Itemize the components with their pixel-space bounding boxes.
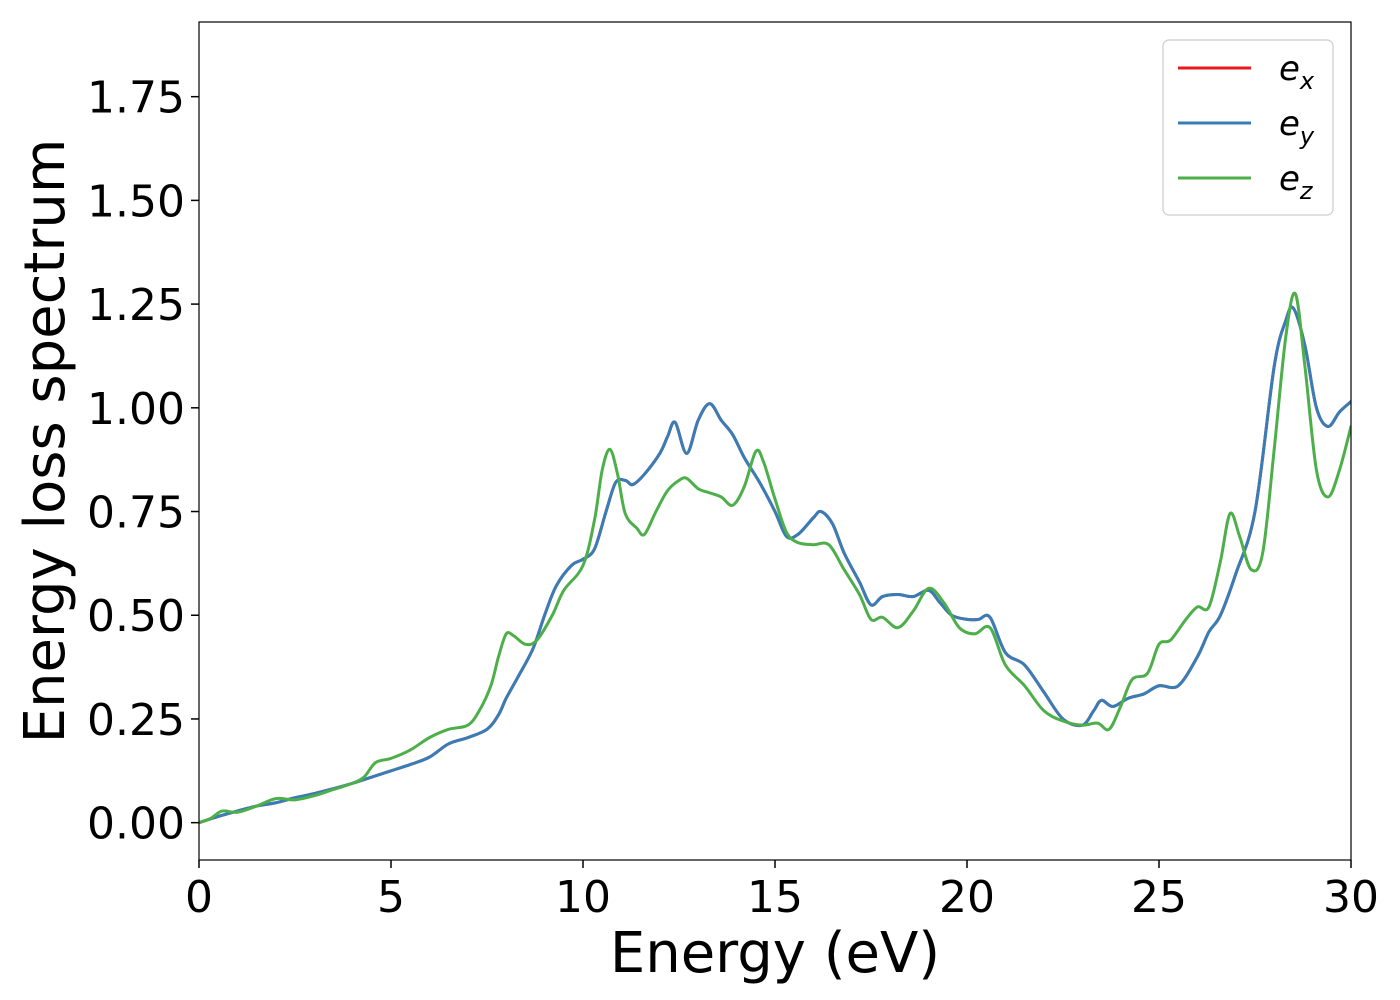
legend-box [1162, 39, 1334, 216]
legend-label-subscript: z [1299, 177, 1314, 205]
series-line-e-z [199, 291, 1351, 825]
x-tick-label: 5 [377, 872, 405, 923]
series-layer [199, 291, 1351, 825]
x-tick-label: 15 [747, 872, 803, 923]
legend-label-e-y: ey [1279, 104, 1315, 150]
y-tick-label: 1.75 [87, 73, 185, 124]
legend-label-base: e [1279, 49, 1300, 89]
x-tick-label: 25 [1131, 872, 1187, 923]
legend-label-e-z: ez [1279, 159, 1314, 205]
legend-label-e-x: ex [1279, 49, 1315, 95]
y-tick-label: 0.00 [87, 799, 185, 850]
x-axis-label: Energy (eV) [610, 921, 940, 986]
legend-label-base: e [1279, 104, 1300, 144]
legend-label-subscript: x [1299, 67, 1315, 95]
y-tick-label: 1.50 [87, 176, 185, 227]
y-tick-label: 0.25 [87, 695, 185, 746]
x-tick-label: 30 [1323, 872, 1379, 923]
y-tick-label: 1.00 [87, 384, 185, 435]
y-tick-label: 1.25 [87, 280, 185, 331]
x-axis: 0 5 10 15 20 25 30 [185, 860, 1379, 923]
y-tick-label: 0.50 [87, 591, 185, 642]
x-tick-label: 10 [555, 872, 611, 923]
legend-label-base: e [1279, 159, 1300, 199]
y-axis: 0.00 0.25 0.50 0.75 1.00 1.25 1.50 1.75 [87, 73, 199, 850]
y-axis-label: Energy loss spectrum [13, 139, 78, 744]
legend-label-subscript: y [1299, 122, 1315, 150]
x-tick-label: 0 [185, 872, 213, 923]
y-tick-label: 0.75 [87, 488, 185, 539]
x-tick-label: 20 [939, 872, 995, 923]
